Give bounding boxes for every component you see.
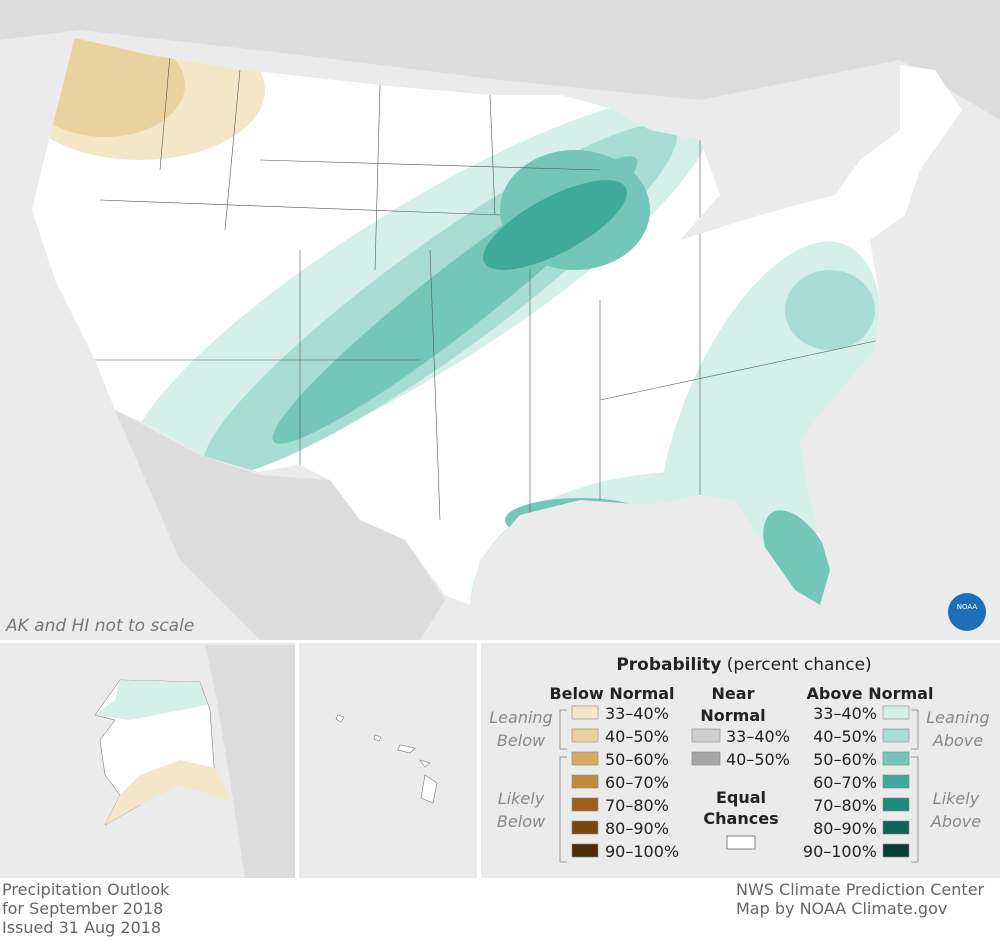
legend-label: 70–80% [813, 796, 877, 815]
legend-label: 40–50% [605, 727, 669, 746]
legend-label: 50–60% [813, 750, 877, 769]
above-60-area [483, 180, 627, 270]
noaa-logo-text: NOAA [957, 603, 978, 611]
legend-title: Probability (percent chance) [616, 655, 871, 675]
legend-group-label: Leaning [489, 708, 552, 727]
legend-group-label: Above [932, 731, 983, 750]
legend-label: 60–70% [605, 773, 669, 792]
alaska-below-area [105, 760, 230, 825]
legend-swatch [882, 843, 910, 858]
legend-subtitle: (percent chance) [727, 655, 872, 675]
footer-left: Issued 31 Aug 2018 [2, 918, 161, 937]
legend-swatch [571, 774, 599, 789]
legend-swatch [882, 705, 910, 720]
legend-swatch [571, 728, 599, 743]
legend-group-label: Likely [933, 789, 980, 808]
legend-label: 50–60% [605, 750, 669, 769]
legend-swatch [571, 843, 599, 858]
legend-swatch [571, 751, 599, 766]
above-50-area [763, 510, 837, 605]
legend: Below Normal Above Normal33–40%40–50%50–6… [489, 684, 989, 861]
noaa-logo [948, 593, 986, 631]
footer-left: for September 2018 [2, 899, 163, 918]
canada [0, 0, 1000, 120]
legend-label: 90–100% [605, 842, 679, 861]
legend-label: 70–80% [605, 796, 669, 815]
below-heading: Below Normal [549, 684, 674, 703]
above-40-area [785, 270, 875, 350]
legend-swatch [882, 797, 910, 812]
legend-swatch [691, 751, 721, 766]
legend-swatch [726, 835, 756, 850]
legend-swatch [571, 705, 599, 720]
legend-group-label: Below [497, 812, 546, 831]
legend-title-main: Probability [616, 655, 721, 675]
legend-swatch [882, 820, 910, 835]
legend-group-label: Above [930, 812, 981, 831]
legend-group-label: Leaning [926, 708, 989, 727]
legend-label: 33–40% [605, 704, 669, 723]
legend-swatch [571, 820, 599, 835]
scale-note: AK and HI not to scale [5, 616, 194, 636]
above-heading: Above Normal [807, 684, 934, 703]
hawaii-panel [299, 643, 477, 878]
footer-right: Map by NOAA Climate.gov [736, 899, 947, 918]
legend-group-label: Below [497, 731, 546, 750]
legend-swatch [882, 774, 910, 789]
legend-group-label: Likely [498, 789, 545, 808]
hawaii [335, 714, 438, 804]
legend-swatch [882, 751, 910, 766]
legend-label: 33–40% [813, 704, 877, 723]
legend-swatch [571, 797, 599, 812]
footer-right: NWS Climate Prediction Center [736, 880, 985, 899]
near-heading: Normal [700, 706, 765, 725]
legend-label: 33–40% [726, 727, 790, 746]
canada-inset [205, 645, 295, 878]
legend-swatch [691, 728, 721, 743]
legend-swatch [882, 728, 910, 743]
legend-label: 80–90% [813, 819, 877, 838]
legend-label: 90–100% [803, 842, 877, 861]
legend-label: 60–70% [813, 773, 877, 792]
footer-left: Precipitation Outlook [2, 880, 170, 899]
legend-label: 40–50% [726, 750, 790, 769]
near-heading: Near [712, 684, 755, 703]
mexico [115, 410, 445, 640]
alaska-above-area [95, 680, 207, 720]
legend-label: 40–50% [813, 727, 877, 746]
equal-heading: Equal [716, 788, 766, 807]
legend-label: 80–90% [605, 819, 669, 838]
equal-heading: Chances [703, 809, 778, 828]
legend-brackets [559, 709, 919, 863]
